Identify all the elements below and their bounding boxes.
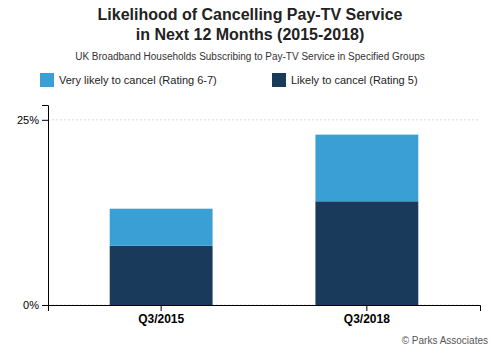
x-tick-mark — [366, 305, 367, 311]
y-tick-label: 0% — [23, 299, 39, 311]
x-tick-label: Q3/2015 — [138, 312, 184, 326]
annotation: © Parks Associates — [402, 335, 488, 346]
x-tick-label: Q3/2018 — [344, 312, 390, 326]
bar — [110, 209, 213, 246]
x-tick: Q3/2015 — [138, 305, 184, 326]
plot-area: 0% 25% Q3/2015 Q3/2018 — [17, 106, 481, 326]
legend-label: Very likely to cancel (Rating 6-7) — [59, 74, 217, 86]
y-tick-label: 25% — [17, 114, 39, 126]
chart-svg: Likelihood of Cancelling Pay-TV Service i… — [0, 0, 500, 350]
x-tick-mark — [161, 305, 162, 311]
bars — [110, 135, 419, 305]
x-axis-line — [49, 306, 481, 312]
subtitle: UK Broadband Households Subscribing to P… — [75, 51, 425, 62]
grid-line — [48, 119, 480, 120]
bar-series — [110, 201, 419, 305]
bar — [315, 135, 418, 202]
y-tick-mark — [42, 305, 48, 306]
title: in Next 12 Months (2015-2018) — [136, 26, 365, 43]
legend-label: Likely to cancel (Rating 5) — [291, 74, 418, 86]
grid — [48, 120, 480, 305]
legend: Very likely to cancel (Rating 6-7) Likely… — [40, 73, 418, 87]
y-tick: 25% — [17, 114, 48, 126]
x-tick: Q3/2018 — [344, 305, 390, 326]
legend-item: Very likely to cancel (Rating 6-7) — [40, 73, 217, 87]
y-tick: 0% — [23, 299, 48, 311]
y-tick-mark — [42, 120, 48, 121]
y-axis: 0% 25% — [17, 106, 49, 312]
bar-series — [110, 135, 419, 246]
title: Likelihood of Cancelling Pay-TV Service — [98, 6, 403, 23]
legend-swatch — [40, 73, 54, 87]
y-axis-line — [42, 106, 49, 306]
legend-item: Likely to cancel (Rating 5) — [272, 73, 418, 87]
bar — [110, 246, 213, 305]
legend-swatch — [272, 73, 286, 87]
x-axis: Q3/2015 Q3/2018 — [49, 305, 481, 326]
bar — [315, 201, 418, 305]
